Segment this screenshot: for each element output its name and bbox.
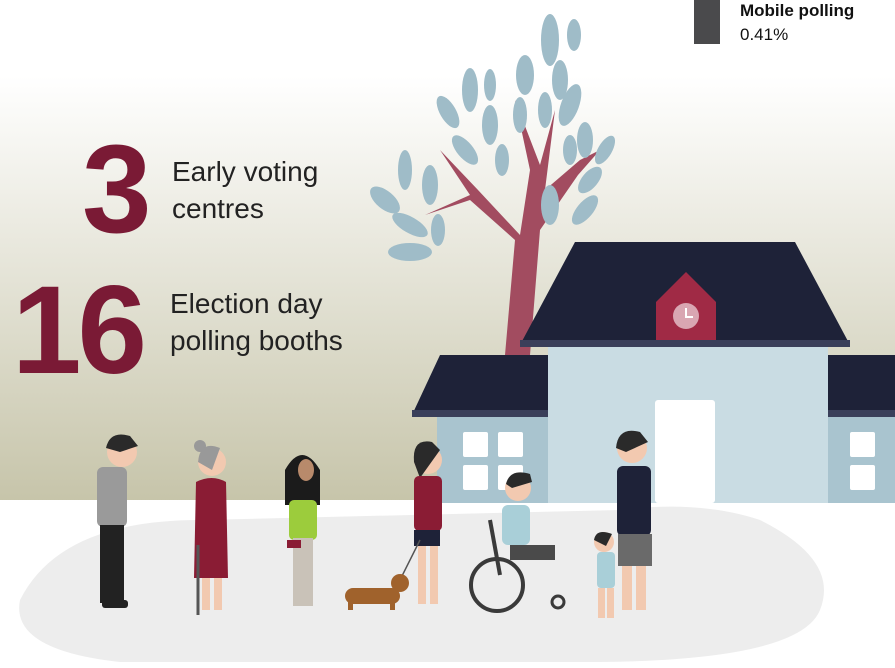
- stat-number: 3: [82, 120, 152, 259]
- stat-label: centres: [172, 193, 264, 224]
- legend-name: Mobile polling: [740, 1, 854, 20]
- legend-swatch: [694, 0, 720, 44]
- stat-label: Election day: [170, 288, 323, 319]
- house: [412, 242, 895, 503]
- stat-label: Early voting: [172, 156, 318, 187]
- people: [97, 430, 652, 618]
- stat-number: 16: [12, 261, 143, 400]
- tree: [370, 14, 616, 355]
- legend-value: 0.41%: [740, 25, 788, 44]
- stat-label: polling booths: [170, 325, 343, 356]
